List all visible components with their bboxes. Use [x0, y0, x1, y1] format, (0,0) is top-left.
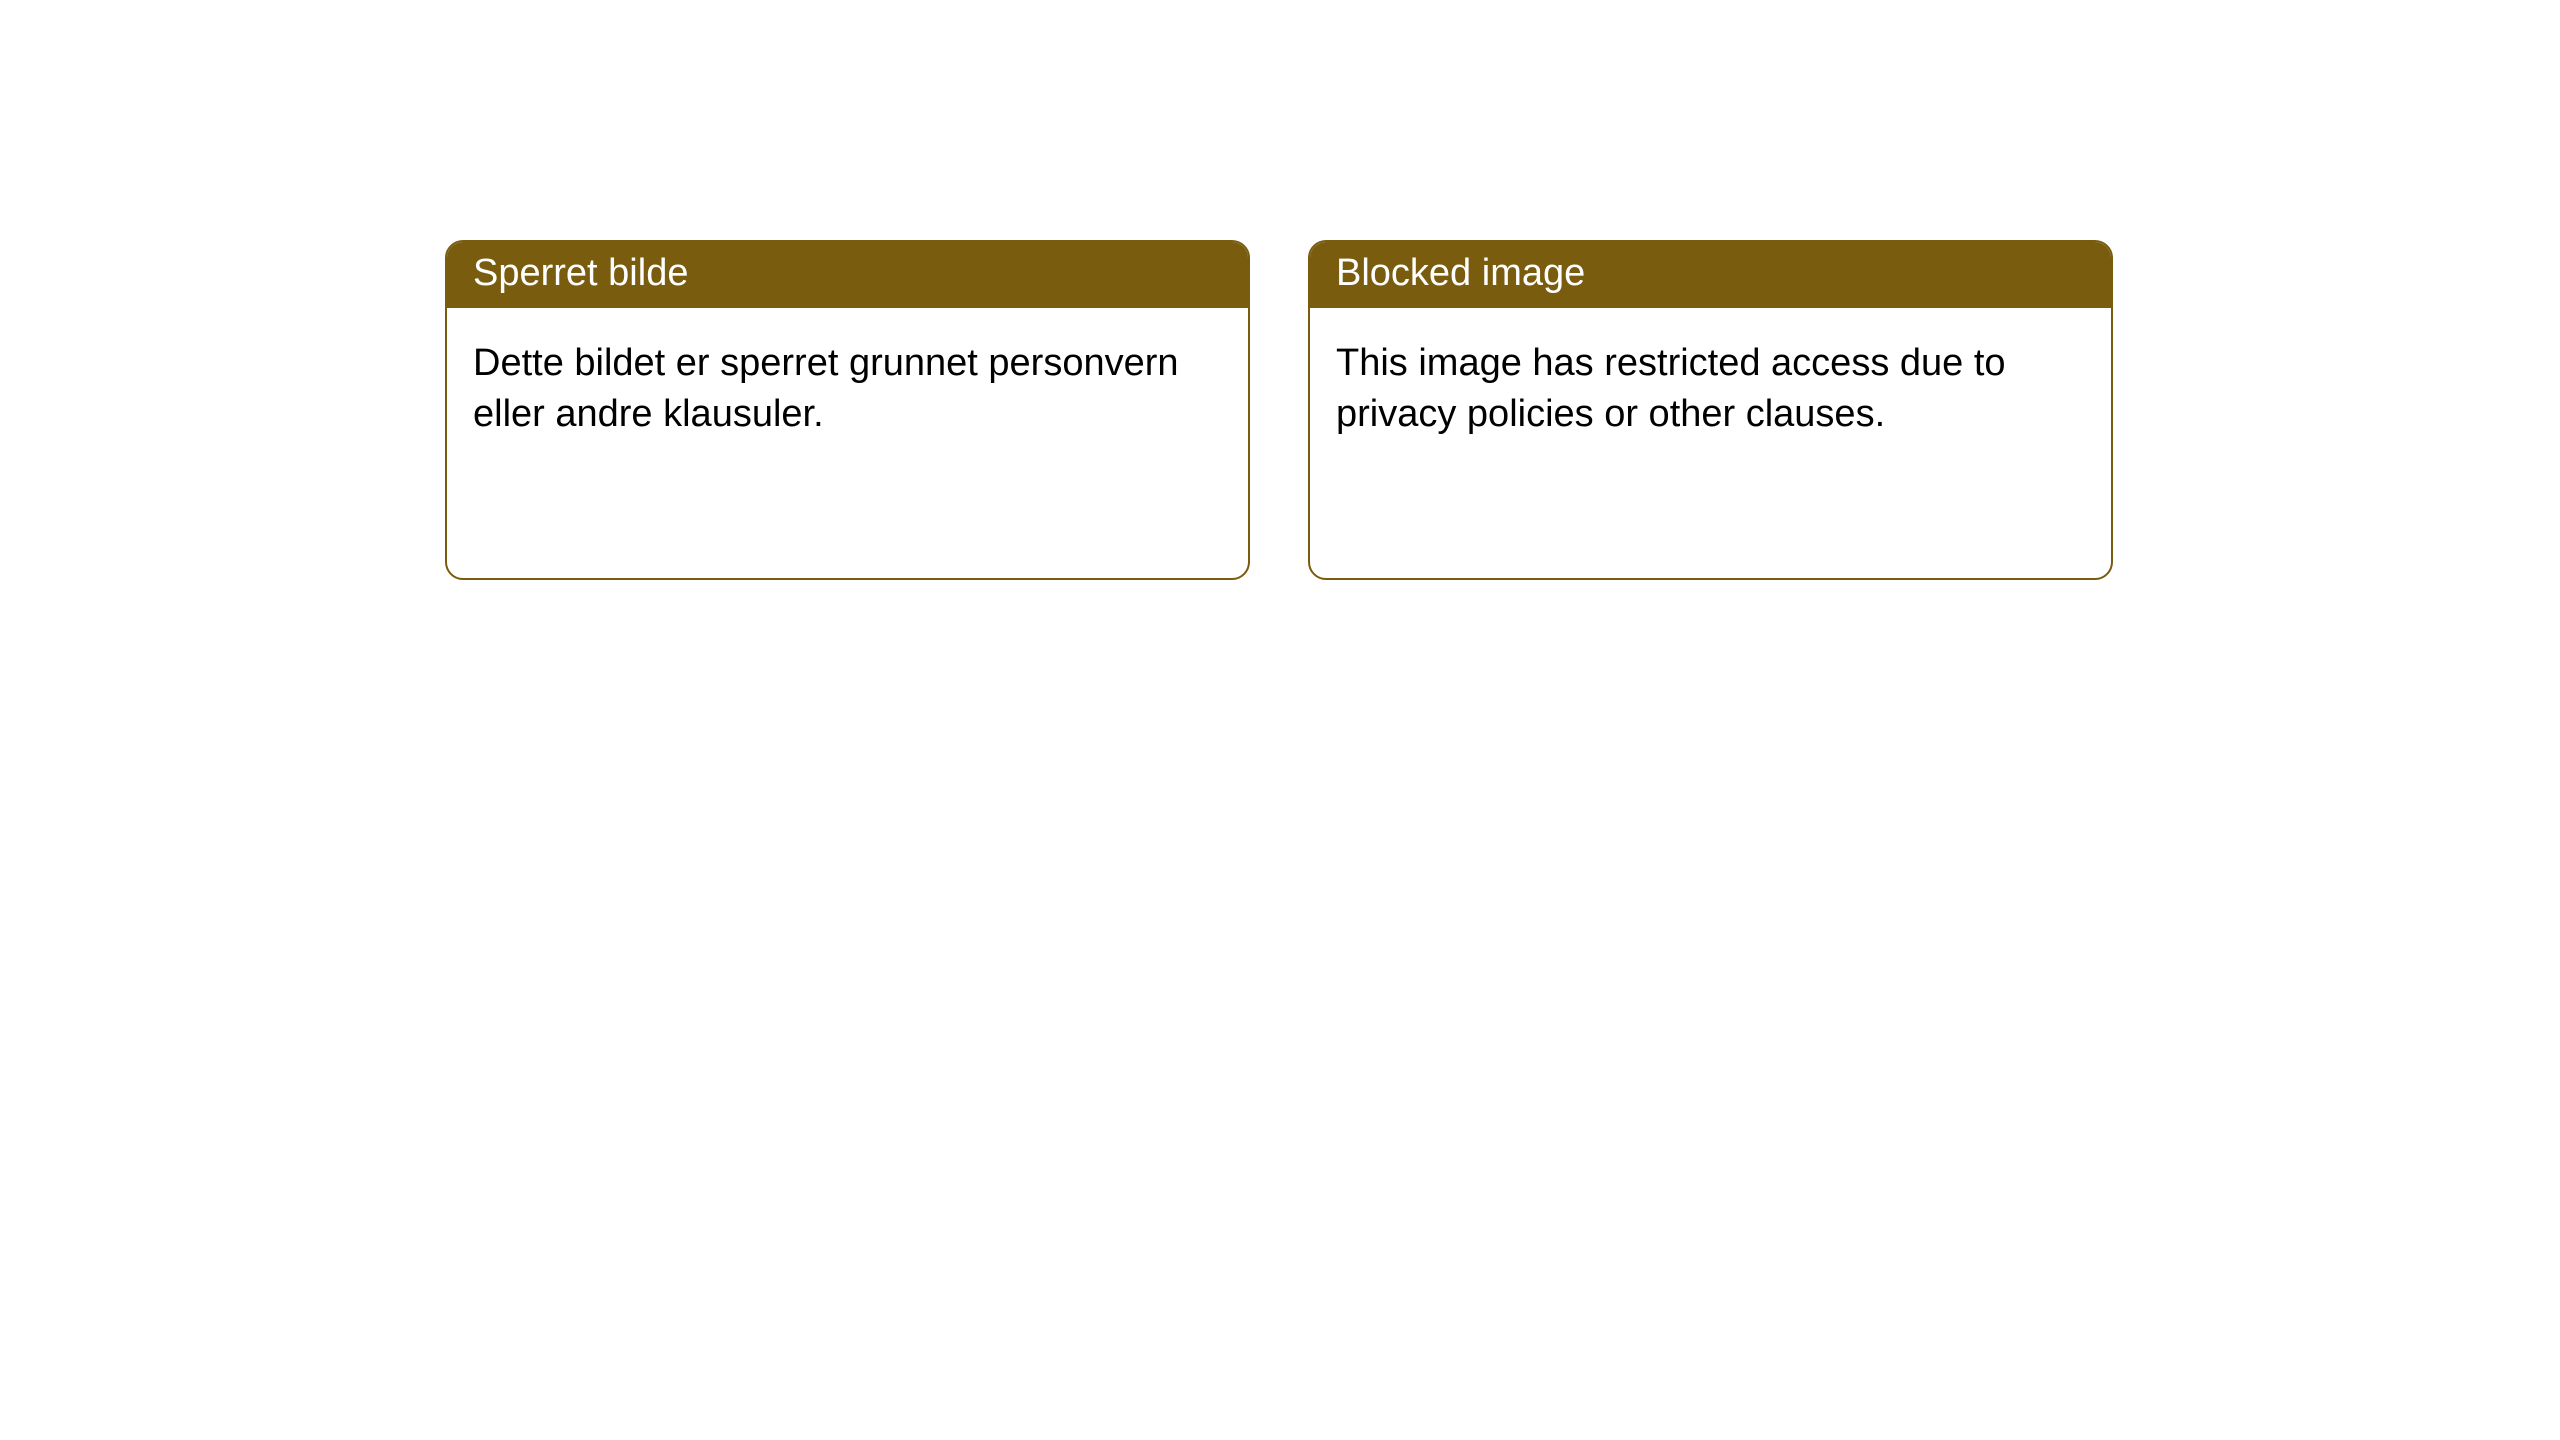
notice-card-header: Sperret bilde — [447, 242, 1248, 308]
notice-card-norwegian: Sperret bilde Dette bildet er sperret gr… — [445, 240, 1250, 580]
notice-card-message: This image has restricted access due to … — [1336, 342, 2006, 435]
notice-card-message: Dette bildet er sperret grunnet personve… — [473, 342, 1179, 435]
notice-card-container: Sperret bilde Dette bildet er sperret gr… — [445, 240, 2113, 580]
notice-card-english: Blocked image This image has restricted … — [1308, 240, 2113, 580]
notice-card-title: Sperret bilde — [473, 252, 688, 294]
notice-card-title: Blocked image — [1336, 252, 1585, 294]
notice-card-header: Blocked image — [1310, 242, 2111, 308]
notice-card-body: This image has restricted access due to … — [1310, 308, 2111, 471]
notice-card-body: Dette bildet er sperret grunnet personve… — [447, 308, 1248, 471]
